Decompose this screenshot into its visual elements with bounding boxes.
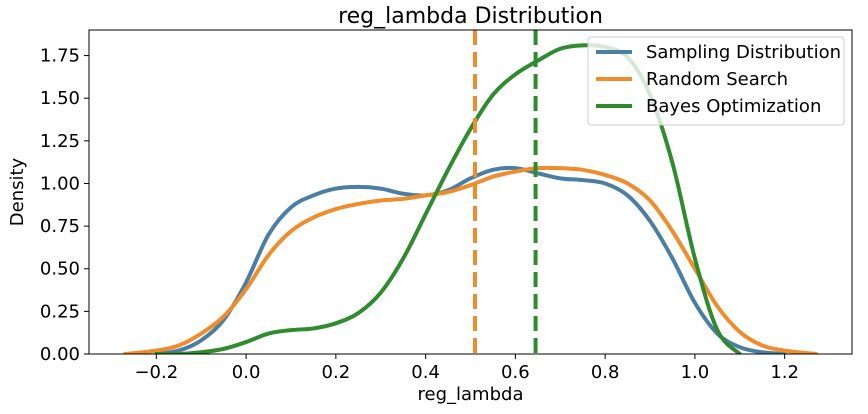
x-tick-label: 0.0 <box>232 362 261 383</box>
legend-label: Sampling Distribution <box>646 42 841 63</box>
axis-ticks: −0.2 0.0 0.2 0.4 0.6 0.8 1.0 1.2 0.00 0.25 0.50 0.7… <box>40 46 799 383</box>
y-axis-label: Density <box>7 157 28 226</box>
x-tick-label: 0.8 <box>591 362 620 383</box>
y-tick-label: 1.25 <box>40 131 80 152</box>
x-tick-label: 0.6 <box>501 362 530 383</box>
series-line-2 <box>122 165 819 354</box>
y-tick-label: 0.50 <box>40 259 80 280</box>
y-tick-label: 1.75 <box>40 46 80 67</box>
y-tick-label: 0.25 <box>40 301 80 322</box>
x-tick-label: 0.2 <box>322 362 351 383</box>
y-tick-label: 1.00 <box>40 173 80 194</box>
x-tick-label: 1.0 <box>681 362 710 383</box>
x-axis-label: reg_lambda <box>418 384 524 405</box>
legend: Sampling Distribution Random Search Bayes … <box>587 36 845 126</box>
series-line-1 <box>154 165 787 354</box>
chart-title: reg_lambda Distribution <box>338 4 603 29</box>
y-tick-label: 0.00 <box>40 344 80 365</box>
y-tick-label: 1.50 <box>40 88 80 109</box>
plot-area <box>122 30 819 354</box>
axes-frame <box>88 29 853 355</box>
legend-box <box>587 36 845 126</box>
legend-label: Random Search <box>646 69 788 90</box>
x-tick-label: 1.2 <box>770 362 799 383</box>
legend-label: Bayes Optimization <box>646 96 821 117</box>
x-tick-label: −0.2 <box>134 362 178 383</box>
y-tick-label: 0.75 <box>40 216 80 237</box>
x-tick-label: 0.4 <box>411 362 440 383</box>
